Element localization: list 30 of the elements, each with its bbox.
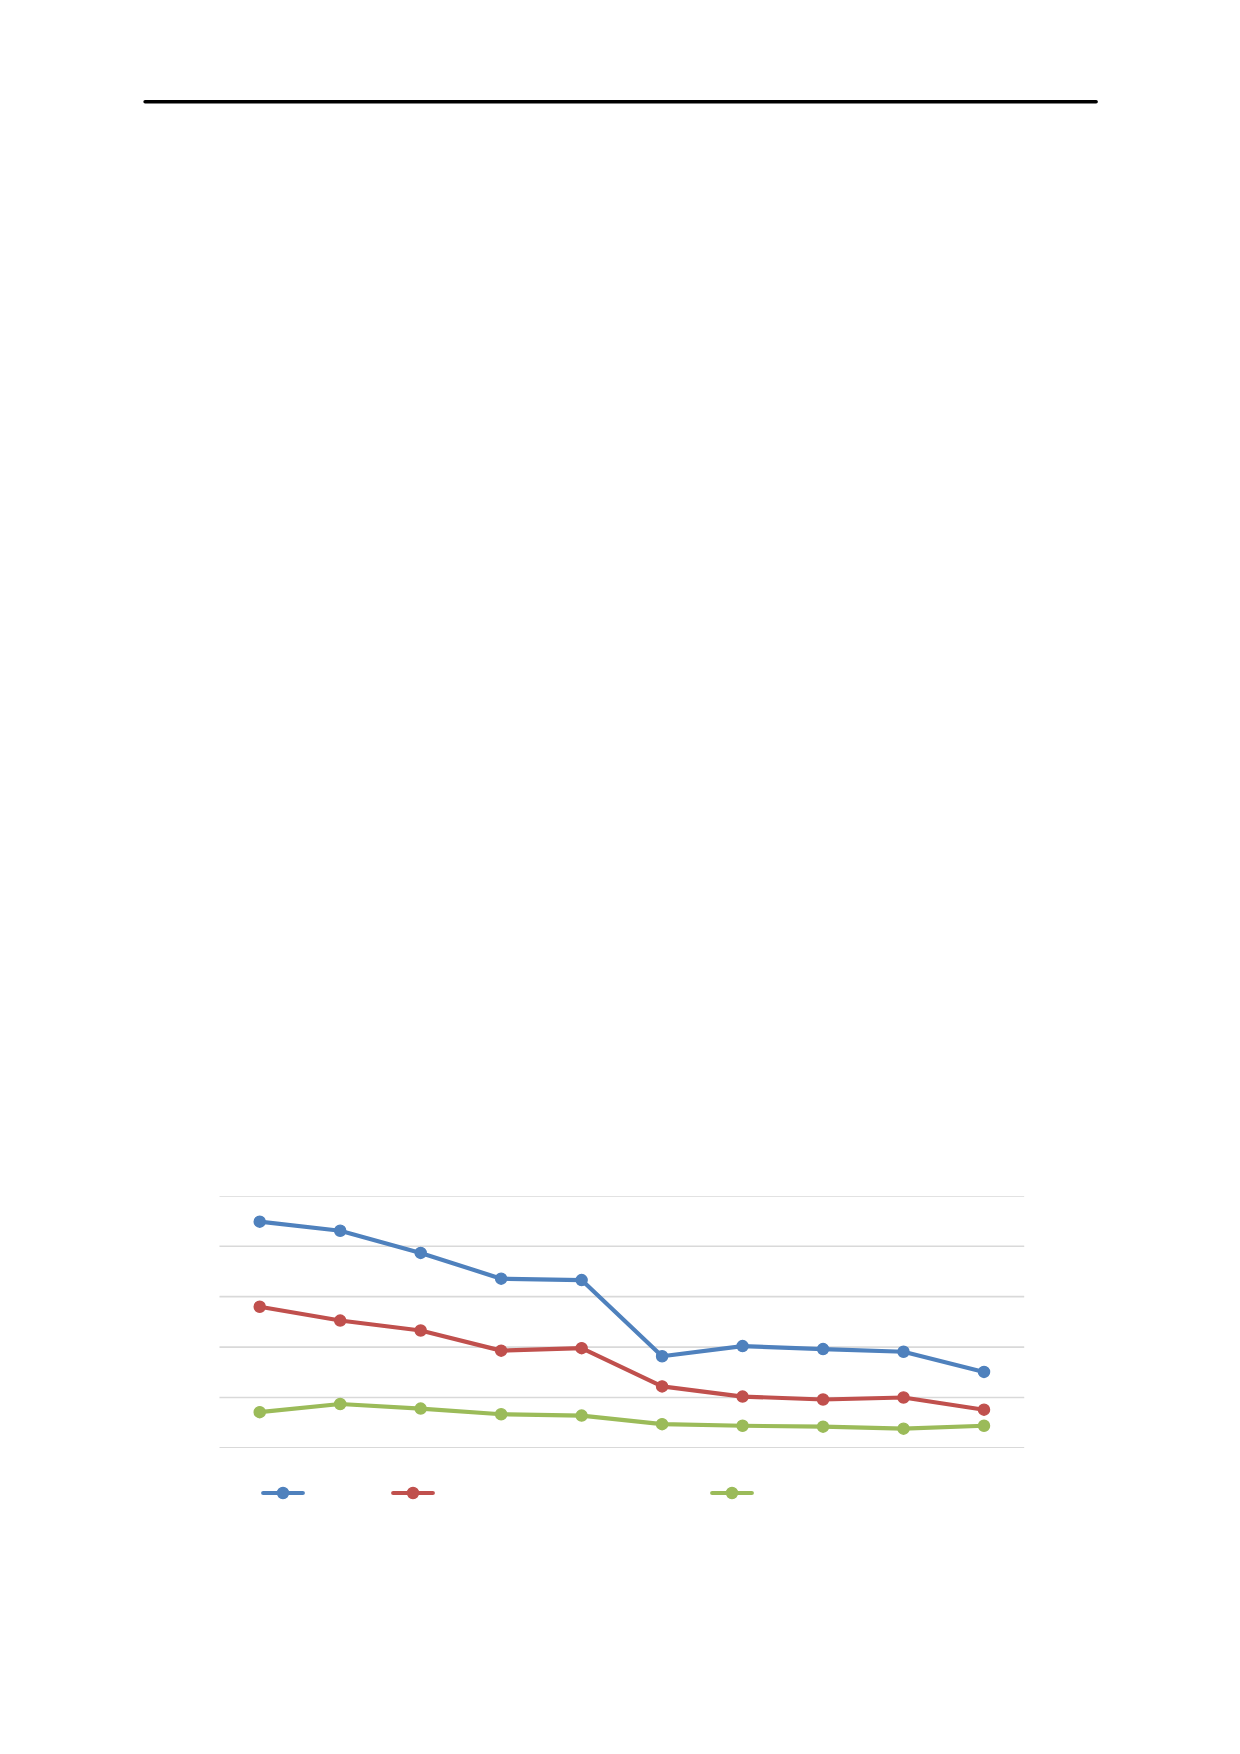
- point: [897, 1391, 910, 1404]
- point: [736, 1339, 749, 1353]
- point: [253, 1300, 266, 1313]
- point: [494, 1344, 508, 1357]
- point: [897, 1422, 910, 1435]
- point: [655, 1350, 669, 1363]
- point: [333, 1314, 347, 1327]
- point: [575, 1273, 588, 1287]
- point: [575, 1409, 588, 1422]
- point: [253, 1215, 266, 1228]
- point: [414, 1402, 427, 1415]
- point: [414, 1324, 427, 1337]
- point: [655, 1380, 669, 1393]
- point: [655, 1417, 669, 1431]
- point: [494, 1272, 508, 1285]
- point: [977, 1365, 991, 1379]
- point: [333, 1397, 347, 1411]
- point: [816, 1420, 830, 1433]
- point: [977, 1419, 991, 1433]
- point: [253, 1405, 266, 1419]
- point: [494, 1407, 508, 1421]
- point: [897, 1345, 910, 1359]
- point: [977, 1403, 991, 1416]
- point: [736, 1390, 749, 1403]
- point: [414, 1246, 427, 1260]
- point: [816, 1393, 830, 1406]
- point: [736, 1419, 749, 1433]
- point: [816, 1342, 830, 1356]
- point: [575, 1341, 588, 1355]
- point: [333, 1224, 347, 1237]
